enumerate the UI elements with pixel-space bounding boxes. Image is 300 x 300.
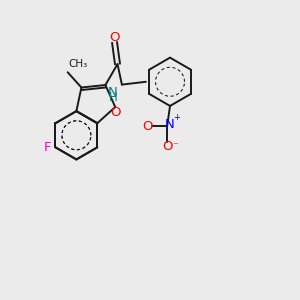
Text: O: O — [142, 120, 153, 133]
Text: ⁻: ⁻ — [172, 141, 178, 151]
Text: F: F — [44, 141, 51, 154]
Text: N: N — [108, 86, 118, 99]
Text: CH₃: CH₃ — [69, 59, 88, 69]
Text: +: + — [174, 113, 180, 122]
Text: N: N — [165, 118, 174, 131]
Text: H: H — [109, 91, 118, 104]
Text: O: O — [111, 106, 121, 119]
Text: O: O — [109, 31, 120, 44]
Text: O: O — [162, 140, 172, 152]
